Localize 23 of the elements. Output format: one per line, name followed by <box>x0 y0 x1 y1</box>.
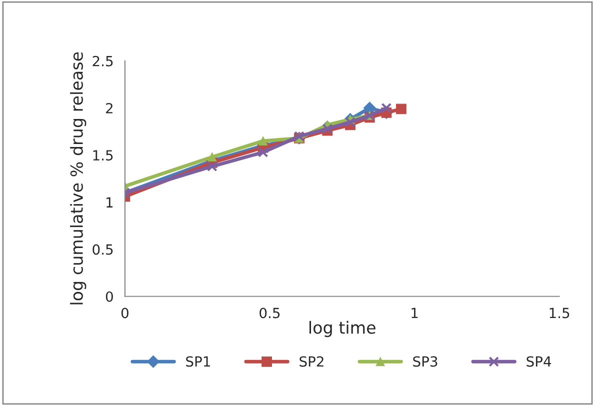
y-tick-label: 0.5 <box>92 244 113 255</box>
point <box>396 104 406 114</box>
point <box>258 147 268 158</box>
x-tick-label: 1 <box>412 308 418 318</box>
x-tick-label: 0.5 <box>260 308 280 318</box>
point <box>381 102 392 114</box>
x-tick-label: 0 <box>121 308 128 318</box>
point <box>208 152 217 162</box>
y-tick-label: 2.5 <box>92 56 113 66</box>
legend-label: SP3 <box>413 356 438 367</box>
legend-label: SP4 <box>526 356 552 367</box>
y-tick-label: 1 <box>106 197 113 208</box>
y-tick-label: 0 <box>106 291 113 302</box>
point <box>345 116 356 128</box>
y-tick-label: 1.5 <box>93 150 113 161</box>
legend-label: SP1 <box>186 356 210 367</box>
y-tick-label: 2 <box>106 102 112 114</box>
x-axis-title: log time <box>310 320 376 338</box>
point <box>258 136 268 146</box>
x-tick-label: 1.5 <box>550 308 570 318</box>
point <box>206 161 218 172</box>
legend-label: SP2 <box>300 356 324 367</box>
y-axis-title: log cumulative % drug release <box>70 52 86 304</box>
